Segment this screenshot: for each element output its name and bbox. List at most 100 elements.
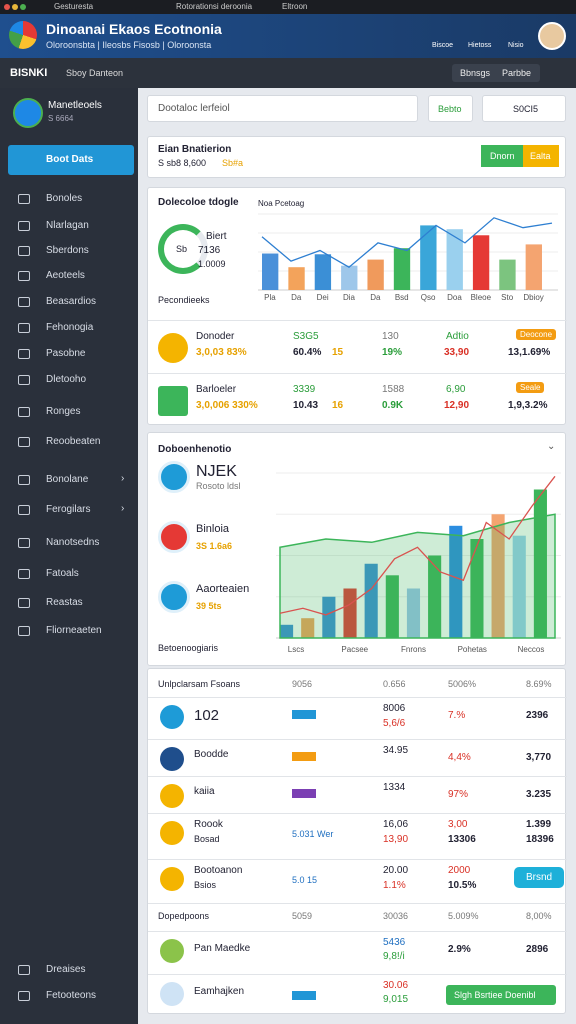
banner-button-label[interactable]: Dnorn (490, 151, 515, 161)
x-tick-label: Dia (343, 293, 356, 302)
nav-label[interactable]: Bonoles (46, 193, 83, 204)
nav-label[interactable]: Fatoals (46, 568, 79, 579)
bar (499, 259, 516, 290)
nav-label[interactable]: Fehonogia (46, 322, 94, 333)
row-icon (160, 982, 184, 1006)
button[interactable]: Bebto (428, 95, 473, 122)
value: 1588 (382, 384, 405, 395)
divider (148, 903, 567, 904)
nav-label[interactable]: Ronges (46, 406, 81, 417)
row-name: Eamhajken (194, 986, 245, 997)
badge (292, 789, 316, 798)
bar (428, 555, 442, 638)
nav-arrow[interactable]: › (121, 473, 125, 484)
tab[interactable]: Gesturesta (54, 2, 94, 11)
row-name: Donoder (196, 331, 235, 342)
header-cell: 5006% (448, 679, 477, 689)
cell: 20.00 (383, 865, 409, 876)
action[interactable]: Biscoe (432, 42, 454, 49)
nav-label[interactable]: Aeoteels (46, 270, 85, 281)
line (261, 217, 553, 268)
tab[interactable]: Eltroon (282, 2, 308, 11)
row-name: Roook (194, 819, 223, 830)
counter[interactable]: S0CI5 (482, 95, 566, 122)
bar (301, 618, 315, 638)
cell: 2000 (448, 865, 471, 876)
button[interactable]: Slgh Bsrtiee Doenibl (446, 985, 556, 1005)
gauge-value: 7136 (198, 245, 221, 256)
menu[interactable]: Sboy Danteon (66, 68, 124, 78)
banner-button[interactable] (481, 145, 523, 167)
chart-title: Noa Pcetoag (258, 199, 305, 208)
nav-label[interactable]: Nanotsedns (46, 537, 100, 548)
cell: 3,770 (526, 752, 552, 763)
nav-icon (18, 246, 30, 256)
tab[interactable]: Rotorationsi deroonia (176, 2, 253, 11)
nav-label[interactable]: Pasobne (46, 348, 86, 359)
x-tick-label: Sto (501, 293, 514, 302)
divider (148, 697, 567, 698)
item-sub: Rosoto ldsl (196, 481, 241, 491)
row-icon (160, 747, 184, 771)
nav-label[interactable]: Ferogilars (46, 504, 91, 515)
active-item[interactable] (8, 145, 134, 175)
value: 1,9,3.2% (508, 400, 548, 411)
dot (4, 4, 10, 10)
cell: 2396 (526, 710, 549, 721)
divider (148, 974, 567, 975)
avatar[interactable] (538, 22, 566, 50)
toolbar-box[interactable] (452, 64, 540, 82)
row-icon (158, 386, 188, 416)
banner-button[interactable] (523, 145, 559, 167)
nav-label[interactable]: Reastas (46, 597, 83, 608)
row-name: Barloeler (196, 384, 237, 395)
cell: 9,015 (383, 994, 409, 1005)
x-tick-label: Qso (421, 293, 436, 302)
divider (148, 813, 567, 814)
nav-label[interactable]: Bonolane (46, 474, 89, 485)
cell: 13306 (448, 834, 476, 845)
badge (292, 991, 316, 1000)
value: S3G5 (293, 331, 319, 342)
header-cell: 8.69% (526, 679, 552, 689)
items: NJEK Rosoto ldsl Binloia 3S 1.6a6 Aaorteaien… (148, 461, 268, 641)
cell: 2896 (526, 944, 549, 955)
nav-label[interactable]: Fetooteons (46, 990, 97, 1001)
nav-label[interactable]: Reoobeaten (46, 436, 101, 447)
panel: Dolecoloe tdogle Sb Biert 7136 1.0009 Pe… (147, 187, 567, 425)
item-sub: 3S 1.6a6 (196, 541, 233, 551)
nav-icon (18, 475, 30, 485)
banner-button-label[interactable]: Ealta (530, 151, 551, 161)
active-label[interactable]: Boot Dats (46, 154, 94, 165)
nav-label[interactable]: Nlarlagan (46, 220, 89, 231)
x-tick-label: Pohetas (458, 645, 487, 654)
toolbar-button[interactable]: Bbnsgs (460, 68, 491, 78)
cell: 1334 (383, 782, 406, 793)
action[interactable]: Hietoss (468, 42, 492, 49)
action[interactable]: Nisio (508, 42, 524, 49)
nav-icon (18, 407, 30, 417)
chevron[interactable]: ⌄ (547, 441, 556, 452)
nav-label[interactable]: Sberdons (46, 245, 89, 256)
nav-label[interactable]: Fliorneaeten (46, 625, 102, 636)
nav-arrow[interactable]: › (121, 503, 125, 514)
nav-label[interactable]: Beasardios (46, 296, 97, 307)
banner-tag: Sb#a (222, 158, 244, 168)
item-icon (158, 581, 190, 613)
banner: Eian Bnatierion S sb8 8,600 Sb#a Dnorn E… (147, 136, 566, 178)
nav-icon (18, 437, 30, 447)
bar (262, 253, 279, 290)
search[interactable]: Dootaloc lerfeiol (147, 95, 418, 122)
banner-title: Eian Bnatierion (158, 144, 232, 155)
nav-label[interactable]: Dletooho (46, 374, 87, 385)
cell: 5.0 15 (292, 875, 318, 885)
toolbar-button[interactable]: Parbbe (502, 68, 532, 78)
nav-label[interactable]: Dreaises (46, 964, 86, 975)
row-sub: 3,0,006 330% (196, 400, 258, 411)
bar (314, 254, 332, 290)
nav-icon (18, 375, 30, 385)
button[interactable]: Brsnd (514, 867, 565, 888)
value: 10.43 (293, 400, 319, 411)
divider (148, 776, 567, 777)
